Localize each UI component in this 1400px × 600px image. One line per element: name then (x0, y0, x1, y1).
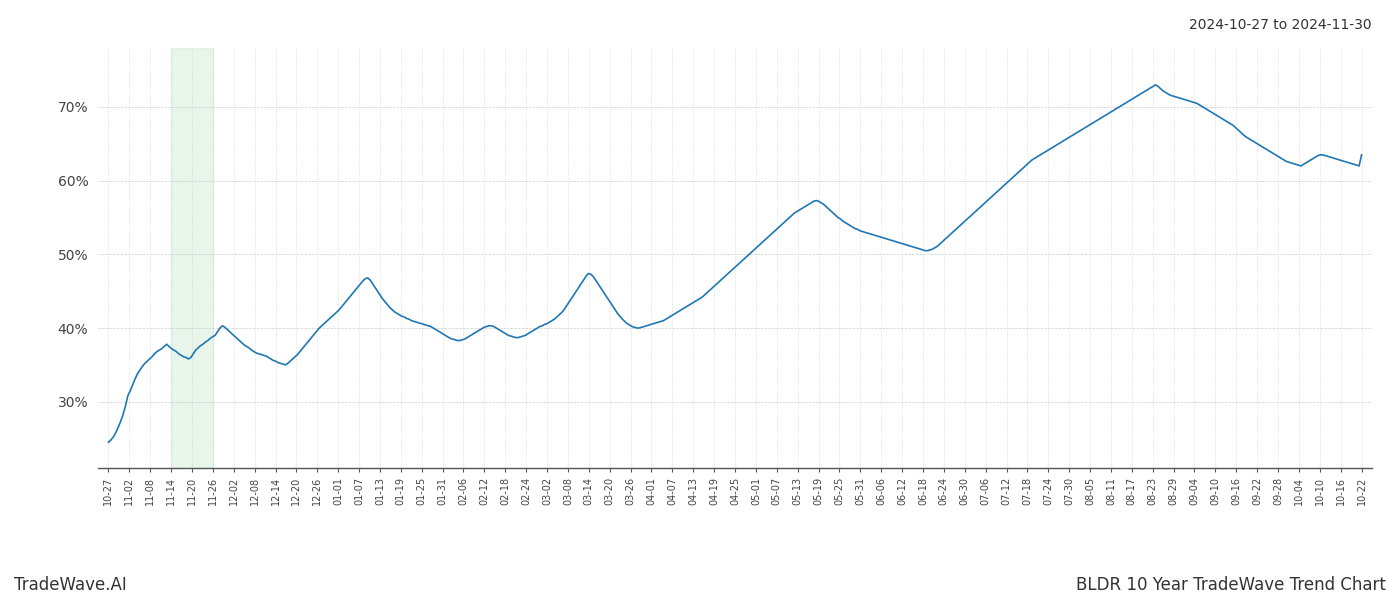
Text: 2024-10-27 to 2024-11-30: 2024-10-27 to 2024-11-30 (1190, 18, 1372, 32)
Text: TradeWave.AI: TradeWave.AI (14, 576, 127, 594)
Bar (171, 48, 213, 468)
Text: BLDR 10 Year TradeWave Trend Chart: BLDR 10 Year TradeWave Trend Chart (1077, 576, 1386, 594)
